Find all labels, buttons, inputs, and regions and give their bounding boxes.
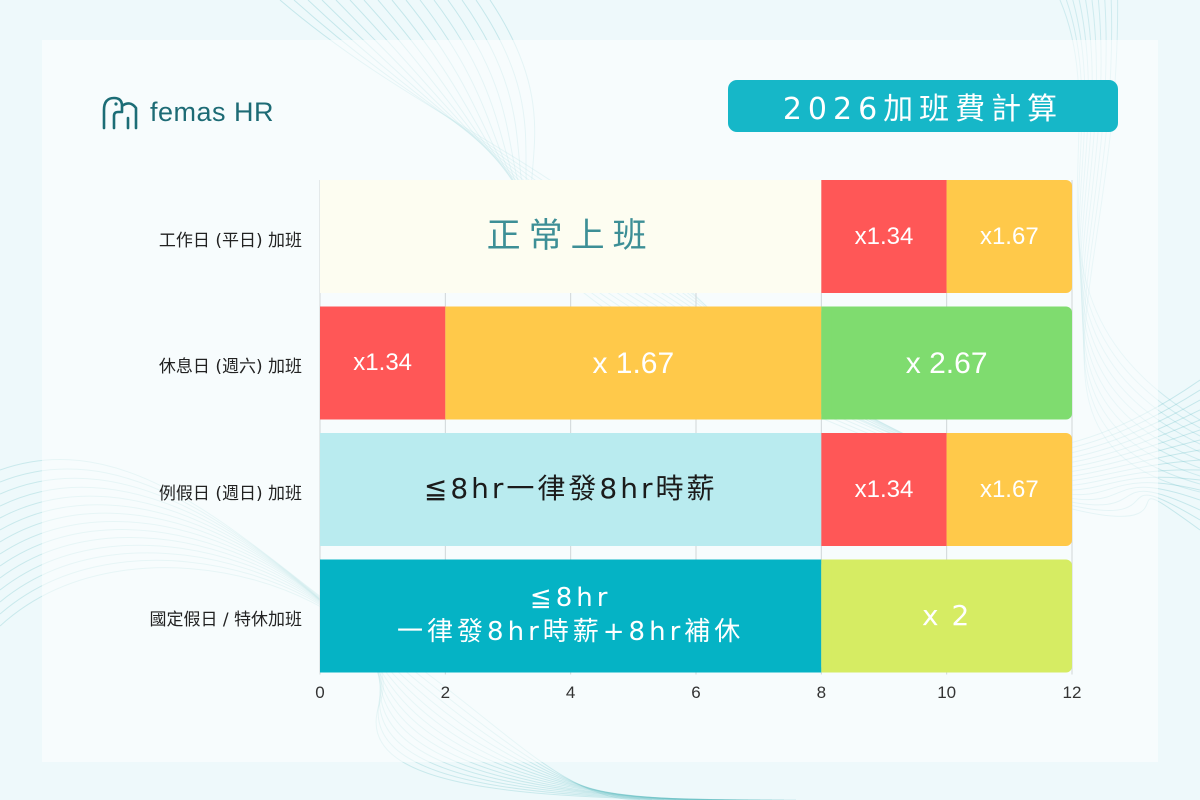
x-tick-label: 2 [440, 683, 451, 702]
femas-mascot-icon [102, 96, 138, 130]
x-tick-label: 4 [565, 683, 576, 702]
bar-segment [821, 559, 1072, 673]
bar-segment [320, 433, 822, 546]
bar-segment-edge [821, 559, 832, 673]
bar-segment [445, 306, 822, 420]
row-label: 例假日 (週日) 加班 [158, 483, 302, 504]
row-label: 國定假日 / 特休加班 [149, 610, 302, 630]
bar-segment [946, 180, 1072, 293]
bar-segment [320, 180, 822, 293]
bar-segment [946, 433, 1072, 546]
bar-segment [821, 306, 1072, 420]
x-tick-label: 6 [691, 683, 701, 702]
brand-name: femas HR [150, 96, 275, 127]
x-tick-label: 8 [816, 683, 827, 702]
bar-segment [821, 433, 947, 546]
row-label: 休息日 (週六) 加班 [158, 357, 302, 377]
bar-segment [821, 180, 947, 293]
x-tick-label: 10 [937, 683, 957, 702]
bar-segment [320, 559, 822, 673]
bar-segment-edge [946, 180, 957, 293]
page-title-box: 2026加班費計算 [728, 80, 1118, 132]
row-label: 工作日 (平日) 加班 [158, 230, 302, 251]
x-tick-label: 0 [315, 683, 325, 702]
page-title: 2026加班費計算 [782, 92, 1064, 127]
brand-logo: femas HR [100, 92, 274, 132]
bar-segment-edge [821, 306, 832, 420]
bar-segment-edge [946, 433, 957, 546]
bar-segment [320, 306, 446, 420]
x-tick-label: 12 [1062, 683, 1082, 702]
